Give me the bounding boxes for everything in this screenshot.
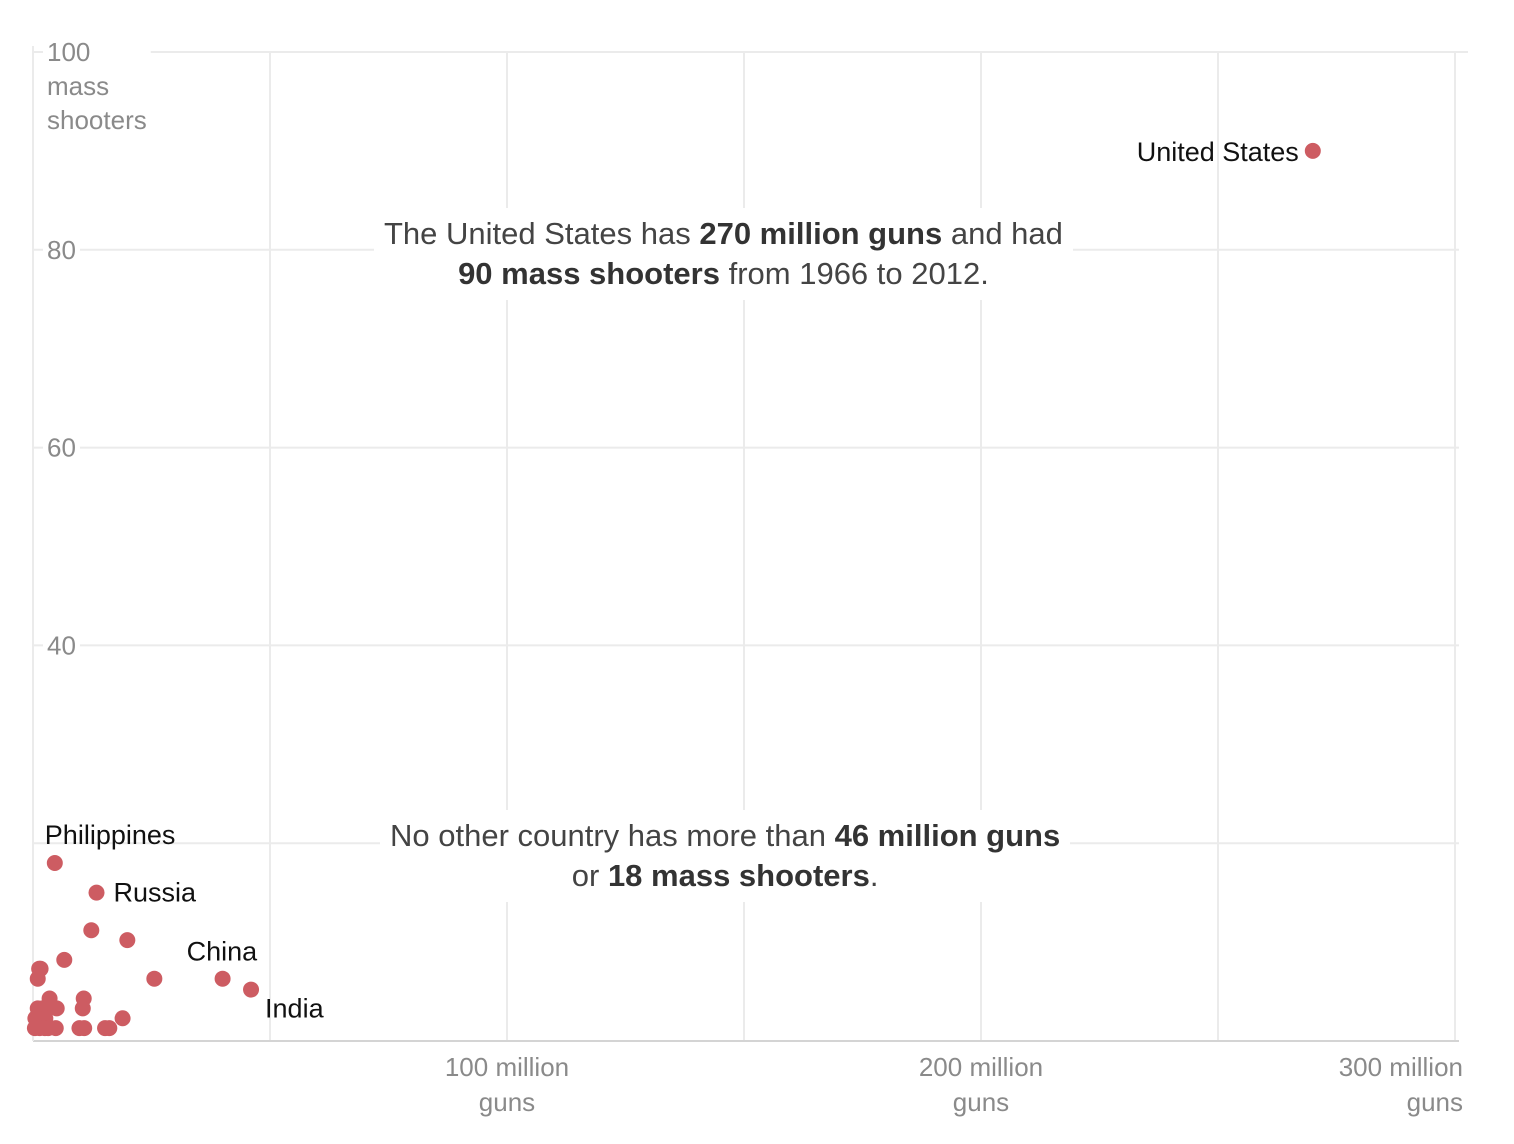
data-point-6 <box>119 932 136 949</box>
y-tick-label-bg <box>43 35 151 137</box>
point-label-india: India <box>265 994 325 1024</box>
data-point-russia <box>88 884 105 901</box>
data-point-china <box>214 970 231 987</box>
annotation-bottom-text-2: or <box>571 858 608 893</box>
y-tick-label-100: 100 mass shooters <box>47 37 147 135</box>
data-point-india <box>243 981 260 998</box>
annotation-top-bold-1: 270 million guns <box>699 216 943 251</box>
y-tick-label-bg <box>43 232 80 267</box>
point-label-china: China <box>187 937 259 967</box>
x-tick-label-300: 300 million guns <box>1339 1052 1463 1117</box>
annotation-top-text-1: The United States has <box>384 216 700 251</box>
data-point-11 <box>146 970 163 987</box>
annotation-bottom-bold-2: 18 mass shooters <box>607 858 870 893</box>
y-tick-label-80: 80 <box>47 235 76 265</box>
x-tick-label-200: 200 million guns <box>919 1052 1043 1117</box>
annotation-top-text-2: and had <box>942 216 1063 251</box>
point-label-philippines: Philippines <box>45 820 176 850</box>
annotation-bottom: No other country has more than 46 millio… <box>380 810 1071 902</box>
annotation-top-bold-2: 90 mass shooters <box>458 256 720 291</box>
data-point-5 <box>83 922 100 939</box>
point-label-united-states: United States <box>1137 137 1299 167</box>
data-point-29 <box>101 1020 118 1037</box>
data-point-18 <box>114 1010 131 1027</box>
y-tick-label-60: 60 <box>47 433 76 463</box>
x-tick-label-100: 100 million guns <box>445 1052 569 1117</box>
data-point-philippines <box>46 854 63 871</box>
y-tick-label-bg <box>43 430 80 465</box>
y-tick-label-bg <box>43 628 80 663</box>
data-point-10 <box>29 970 46 987</box>
annotation-top-text-3: from 1966 to 2012. <box>719 256 989 291</box>
annotation-bottom-bold-1: 46 million guns <box>834 818 1061 853</box>
data-point-united-states <box>1304 142 1321 159</box>
data-point-25 <box>47 1020 64 1037</box>
annotation-top: The United States has 270 million guns a… <box>374 208 1073 300</box>
data-point-17 <box>74 1000 91 1017</box>
point-label-russia: Russia <box>114 878 198 908</box>
tick-labels: 100 mass shooters 80 60 40 100 million guns 200 … <box>43 35 1463 1117</box>
data-point-16 <box>48 1000 65 1017</box>
y-tick-label-40: 40 <box>47 630 76 660</box>
data-point-27 <box>76 1020 93 1037</box>
data-point-7 <box>56 951 73 968</box>
data-points <box>26 142 1321 1037</box>
annotation-bottom-text-1: No other country has more than <box>390 818 835 853</box>
annotation-bottom-text-3: . <box>869 858 879 893</box>
axes <box>32 46 1459 1042</box>
